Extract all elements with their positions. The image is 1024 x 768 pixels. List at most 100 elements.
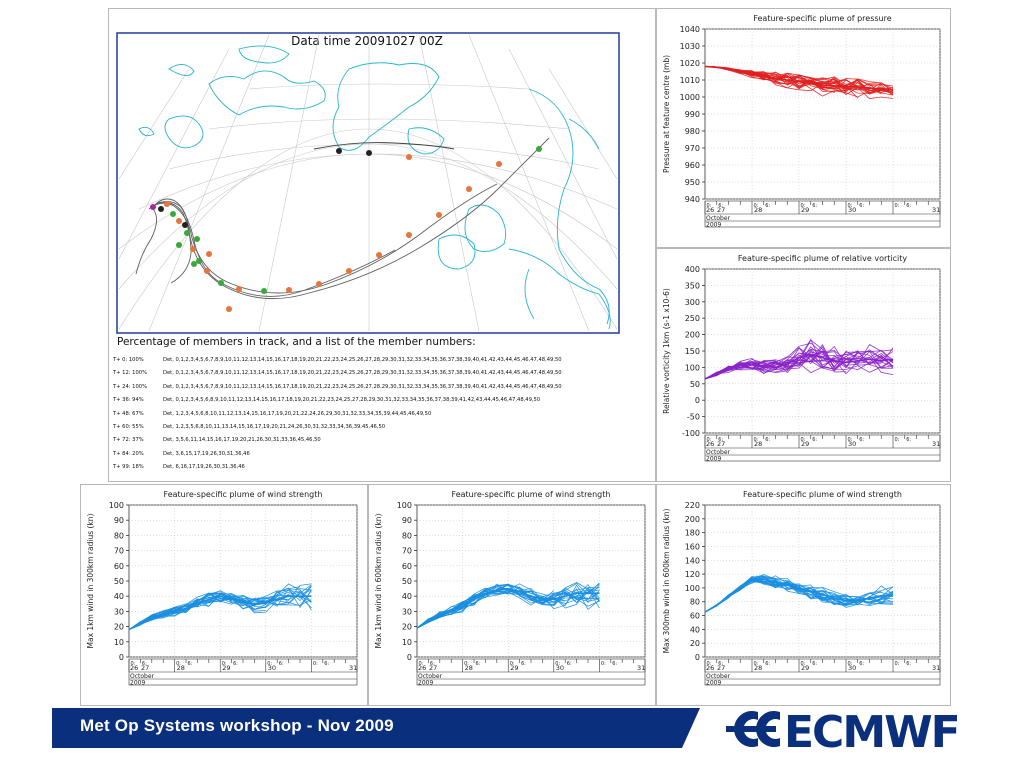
y-axis-label: Max 1km wind in 600km radius (kn) xyxy=(374,513,383,648)
day-label: 26 xyxy=(418,664,426,672)
day-label: 30 xyxy=(556,664,564,672)
member-line xyxy=(704,66,859,99)
hour-label: 0: xyxy=(895,661,900,667)
hour-label: 0: xyxy=(131,661,136,667)
hour-label: 0: xyxy=(601,661,606,667)
y-tick-label: 350 xyxy=(685,281,700,290)
member-line xyxy=(416,589,589,629)
hour-label: 6: xyxy=(812,661,817,667)
y-tick-label: 100 xyxy=(109,501,124,510)
month-label: October xyxy=(130,673,155,680)
month-label: October xyxy=(706,673,731,680)
y-tick-label: -50 xyxy=(687,413,700,422)
y-tick-label: 250 xyxy=(685,314,700,323)
hour-label: 0: xyxy=(754,437,759,443)
day-label: 27 xyxy=(717,664,725,672)
y-tick-label: 40 xyxy=(114,592,124,601)
member-numbers: Det, 0,1,2,3,4,5,6,8,9,10,11,12,13,14,15… xyxy=(163,397,541,404)
member-row: T+ 99: 18% Det, 6,16,17,19,26,30,31,36,46 xyxy=(113,464,245,470)
hour-label: 0: xyxy=(707,437,712,443)
member-row: T+ 72: 37% Det, 3,5,6,11,14,15,16,17,19,2… xyxy=(113,437,321,443)
y-tick-label: 0 xyxy=(407,653,412,662)
hour-label: 0: xyxy=(895,437,900,443)
ensemble-mean-line xyxy=(704,578,894,613)
y-tick-label: 80 xyxy=(114,531,124,540)
vorticity-panel: Feature-specific plume of relative vorti… xyxy=(656,248,951,482)
member-numbers: Det, 0,1,2,3,4,5,6,7,8,9,10,11,12,13,14,… xyxy=(163,383,562,390)
member-line xyxy=(704,342,894,380)
y-tick-label: 50 xyxy=(402,577,412,586)
member-row: T+ 84: 20% Det, 3,6,15,17,19,26,30,31,36,… xyxy=(113,451,250,457)
ensemble-mean-line xyxy=(416,587,600,629)
day-label: 30 xyxy=(268,664,276,672)
hour-label: 6: xyxy=(476,661,481,667)
y-tick-label: 60 xyxy=(690,612,700,621)
y-tick-label: 100 xyxy=(397,501,412,510)
y-tick-label: 80 xyxy=(690,598,700,607)
day-label: 26 xyxy=(706,206,714,214)
y-axis-label: Pressure at feature centre (mb) xyxy=(662,55,671,173)
y-tick-label: 1030 xyxy=(680,42,700,51)
hour-label: 0: xyxy=(801,661,806,667)
track-markers xyxy=(150,146,542,312)
member-numbers: Det, 0,1,2,3,4,5,6,7,8,9,10,11,12,13,14,… xyxy=(163,370,562,377)
hour-label: 6: xyxy=(612,661,617,667)
y-tick-label: 1010 xyxy=(680,76,700,85)
vorticity-chart: Feature-specific plume of relative vorti… xyxy=(662,254,941,463)
hour-label: 0: xyxy=(707,661,712,667)
pressure-panel: Feature-specific plume of pressure Pressu… xyxy=(656,8,951,248)
year-label: 2009 xyxy=(418,680,433,687)
y-tick-label: 1000 xyxy=(680,93,700,102)
y-tick-label: 300 xyxy=(685,298,700,307)
lead-time: T+ 84: 20% xyxy=(113,450,144,457)
map-title: Data time 20091027 00Z xyxy=(291,34,443,48)
hour-label: 0: xyxy=(848,661,853,667)
y-tick-label: 30 xyxy=(114,607,124,616)
wind300-chart: Feature-specific plume of wind strength M… xyxy=(86,490,358,687)
y-tick-label: 1020 xyxy=(680,59,700,68)
year-label: 2009 xyxy=(706,680,721,687)
member-line xyxy=(416,587,600,629)
plot-frame xyxy=(704,504,941,658)
y-tick-label: 70 xyxy=(402,547,412,556)
ensemble-mean-line xyxy=(704,353,894,380)
day-label: 31 xyxy=(932,206,940,214)
hour-label: 6: xyxy=(812,437,817,443)
day-label: 28 xyxy=(754,440,762,448)
ecmwf-emblem-icon xyxy=(726,711,780,747)
lead-time: T+ 12: 100% xyxy=(113,370,147,377)
lead-time: T+ 60: 55% xyxy=(113,424,144,430)
pressure-chart: Feature-specific plume of pressure Pressu… xyxy=(662,14,941,229)
lead-time: T+ 48: 67% xyxy=(113,410,144,417)
y-tick-label: 40 xyxy=(690,625,700,634)
hour-label: 6: xyxy=(521,661,526,667)
day-label: 31 xyxy=(349,664,357,672)
hour-label: 6: xyxy=(859,437,864,443)
day-label: 28 xyxy=(465,664,473,672)
member-row: T+ 24: 100% Det, 0,1,2,3,4,5,6,7,8,9,10,1… xyxy=(113,384,562,390)
hour-label: 0: xyxy=(267,661,272,667)
y-tick-label: 200 xyxy=(685,331,700,340)
year-label: 2009 xyxy=(130,680,145,687)
day-label: 28 xyxy=(177,664,185,672)
member-line xyxy=(704,575,870,613)
y-tick-label: 50 xyxy=(114,577,124,586)
hour-label: 6: xyxy=(430,661,435,667)
day-label: 26 xyxy=(130,664,138,672)
y-tick-label: 30 xyxy=(402,607,412,616)
day-label: 27 xyxy=(717,206,725,214)
hour-label: 6: xyxy=(233,661,238,667)
member-row: T+ 48: 67% Det, 1,2,3,4,5,6,8,10,11,12,13… xyxy=(113,411,431,417)
day-label: 27 xyxy=(141,664,149,672)
day-label: 31 xyxy=(932,440,940,448)
day-label: 30 xyxy=(848,206,856,214)
y-tick-label: 120 xyxy=(685,570,700,579)
hour-label: 6: xyxy=(765,203,770,209)
ensemble-mean-line xyxy=(128,595,312,631)
hour-label: 0: xyxy=(222,661,227,667)
wind600-panel: Feature-specific plume of wind strength M… xyxy=(368,484,656,706)
y-tick-label: 200 xyxy=(685,515,700,524)
day-label: 29 xyxy=(801,664,809,672)
wind600-chart: Feature-specific plume of wind strength M… xyxy=(374,490,646,687)
y-tick-label: 100 xyxy=(685,584,700,593)
